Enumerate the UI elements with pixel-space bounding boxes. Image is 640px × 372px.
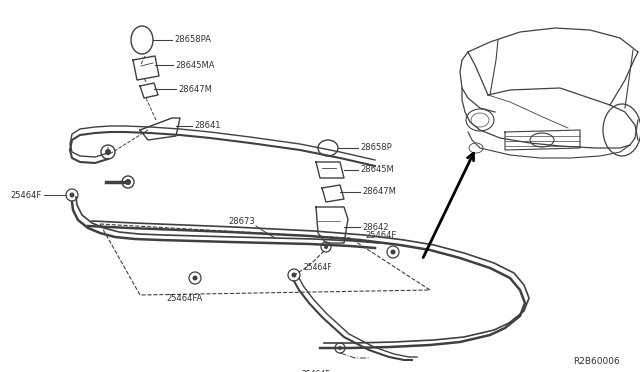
Text: 28645M: 28645M	[360, 166, 394, 174]
Text: 28642: 28642	[362, 222, 388, 231]
Circle shape	[70, 192, 74, 198]
Text: R2B60006: R2B60006	[573, 357, 620, 366]
Text: 28658P: 28658P	[360, 144, 392, 153]
Text: 28673: 28673	[228, 218, 255, 227]
Text: 28647M: 28647M	[362, 187, 396, 196]
Text: 28645MA: 28645MA	[175, 61, 214, 70]
Circle shape	[324, 245, 328, 249]
Circle shape	[193, 276, 198, 280]
Text: 25464F: 25464F	[11, 190, 42, 199]
Text: 25464F: 25464F	[365, 231, 397, 240]
Circle shape	[390, 250, 396, 254]
Text: 28658PA: 28658PA	[174, 35, 211, 45]
Text: 25464FA: 25464FA	[167, 294, 203, 303]
Text: 25464F-○: 25464F-○	[301, 370, 339, 372]
Circle shape	[125, 179, 131, 185]
Circle shape	[291, 273, 296, 278]
Text: 28647M: 28647M	[178, 84, 212, 93]
Text: 28641: 28641	[194, 122, 221, 131]
Text: 25464F: 25464F	[304, 263, 333, 272]
Circle shape	[105, 149, 111, 155]
Circle shape	[338, 346, 342, 350]
